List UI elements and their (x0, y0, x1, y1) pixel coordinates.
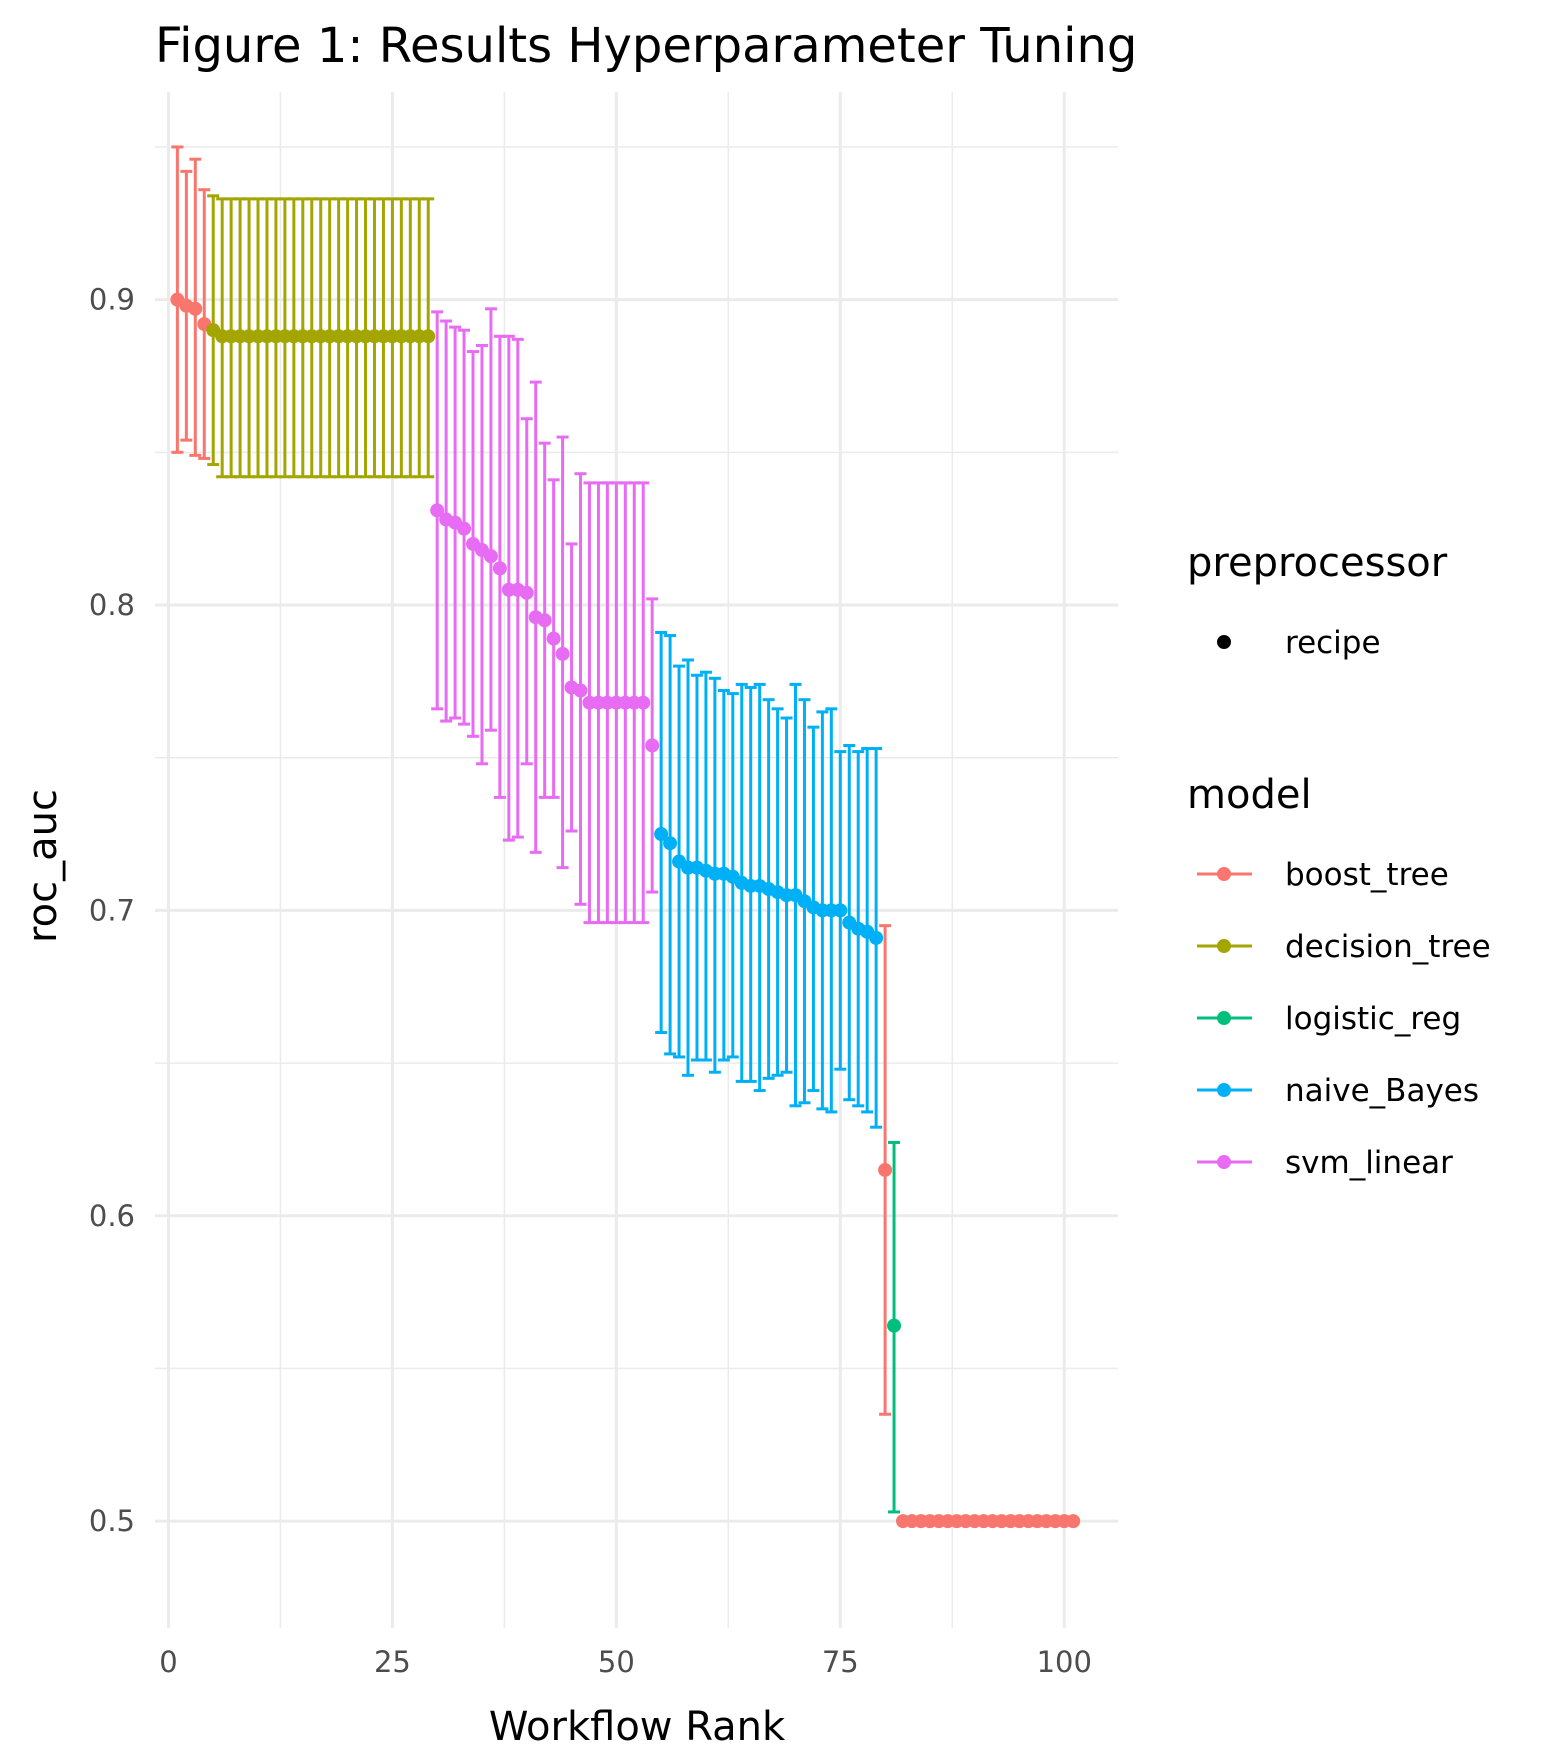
legend-key-naive_Bayes (1197, 1083, 1252, 1097)
legend-label-naive_Bayes: naive_Bayes (1285, 1073, 1479, 1109)
legend-preprocessor-items: recipe (1217, 625, 1381, 661)
legend-label-boost_tree: boost_tree (1285, 857, 1449, 893)
legend-label-recipe: recipe (1285, 625, 1381, 661)
y-tick-label-1: 0.6 (89, 1199, 135, 1233)
point-svm_linear-36 (483, 549, 498, 564)
x-axis-ticks: 0 25 50 75 100 (159, 1645, 1092, 1679)
legend-label-decision_tree: decision_tree (1285, 929, 1491, 965)
point-decision_tree-29 (421, 329, 436, 344)
legend: preprocessor recipe model boost_treedeci… (1187, 540, 1491, 1181)
point-boost_tree-80 (878, 1162, 893, 1177)
x-axis-title: Workflow Rank (489, 1704, 786, 1750)
y-tick-label-3: 0.8 (89, 588, 135, 622)
point-boost_tree-101 (1066, 1514, 1081, 1529)
point-naive_Bayes-75 (833, 903, 848, 918)
y-tick-label-0: 0.5 (89, 1504, 135, 1538)
legend-label-logistic_reg: logistic_reg (1285, 1001, 1461, 1037)
data-points (170, 292, 1081, 1529)
legend-model-items: boost_tree decision_tree logistic_regnaive… (1197, 857, 1491, 1181)
point-svm_linear-46 (573, 683, 588, 698)
point-svm_linear-42 (537, 613, 552, 628)
point-logistic_reg-81 (887, 1318, 902, 1333)
legend-key-logistic_reg (1197, 1011, 1252, 1025)
legend-title-preprocessor: preprocessor (1187, 540, 1448, 586)
point-svm_linear-33 (457, 521, 472, 536)
point-naive_Bayes-56 (663, 836, 678, 851)
point-svm_linear-54 (645, 738, 660, 753)
legend-key-boost_tree (1197, 867, 1252, 881)
legend-title-model: model (1187, 772, 1312, 818)
legend-key-decision_tree (1197, 939, 1252, 953)
x-tick-label-4: 100 (1037, 1645, 1092, 1679)
point-svm_linear-43 (546, 631, 561, 646)
errorbar-svm_linear-36 (484, 307, 497, 732)
y-axis-ticks: 0.5 0.6 0.7 0.8 0.9 (89, 283, 135, 1538)
point-svm_linear-40 (519, 585, 534, 600)
chart-title: Figure 1: Results Hyperparameter Tuning (155, 18, 1137, 74)
legend-label-svm_linear: svm_linear (1285, 1145, 1453, 1181)
legend-key-recipe (1217, 635, 1231, 649)
x-tick-label-2: 50 (598, 1645, 635, 1679)
point-svm_linear-53 (636, 695, 651, 710)
point-svm_linear-44 (555, 646, 570, 661)
point-boost_tree-3 (188, 301, 203, 316)
y-tick-label-4: 0.9 (89, 283, 135, 317)
x-tick-label-3: 75 (822, 1645, 859, 1679)
y-axis-title: roc_auc (20, 789, 66, 943)
y-tick-label-2: 0.7 (89, 893, 135, 927)
point-naive_Bayes-55 (654, 827, 669, 842)
legend-key-svm_linear (1197, 1155, 1252, 1169)
x-tick-label-1: 25 (374, 1645, 411, 1679)
point-svm_linear-30 (430, 503, 445, 518)
point-svm_linear-37 (492, 561, 507, 576)
grid (155, 92, 1118, 1628)
point-naive_Bayes-79 (869, 930, 884, 945)
x-tick-label-0: 0 (159, 1645, 177, 1679)
